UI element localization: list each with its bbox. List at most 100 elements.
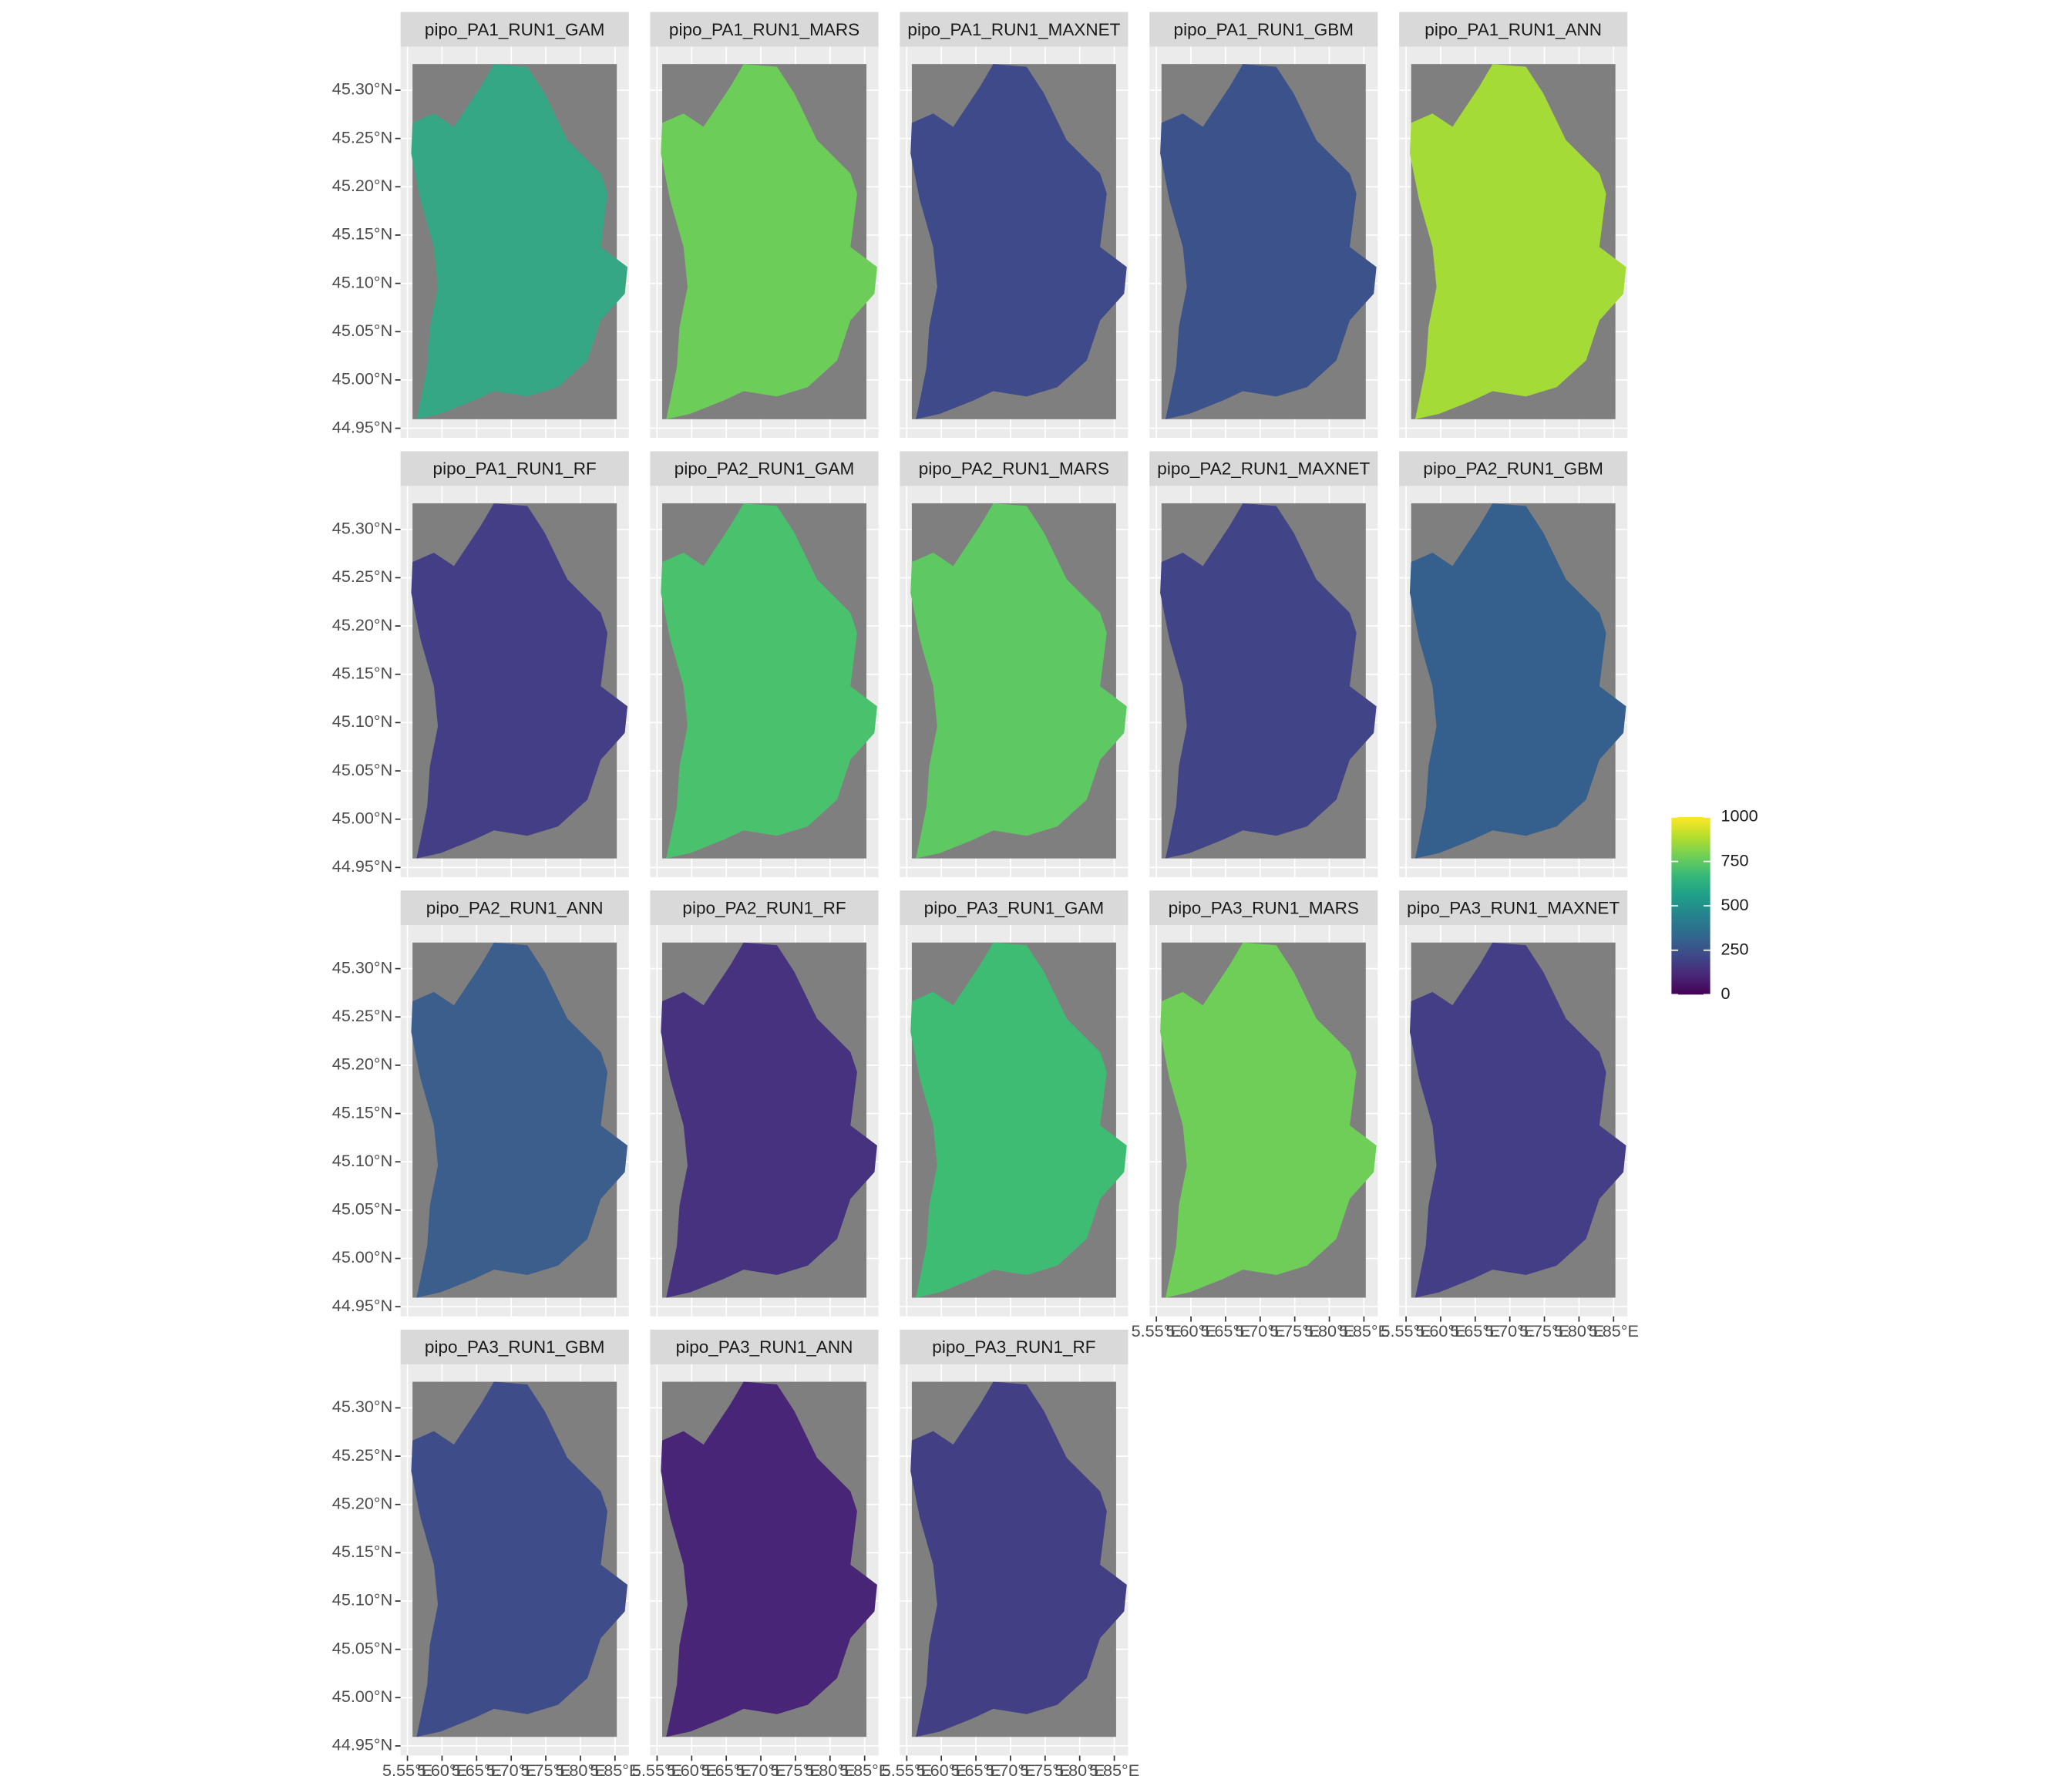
facet-panel: pipo_PA1_RUN1_GBM: [1149, 12, 1378, 439]
facet-panel: pipo_PA3_RUN1_GBM 44.95°N 45.00°N 45.05°N 45…: [332, 1330, 640, 1776]
x-tick-label: 5.80°E: [1054, 1761, 1105, 1776]
strip-background: [900, 1330, 1128, 1365]
strip-background: [400, 12, 629, 47]
y-tick-label: 45.10°N: [332, 1590, 392, 1610]
facet-panel: pipo_PA2_RUN1_GBM: [1399, 451, 1628, 877]
map-raster: [910, 503, 1127, 859]
strip-title: pipo_PA3_RUN1_GAM: [924, 898, 1104, 917]
strip-title: pipo_PA2_RUN1_GAM: [674, 459, 854, 479]
strip-background: [400, 890, 629, 926]
map-raster: [1160, 942, 1377, 1298]
facet-panel: pipo_PA2_RUN1_ANN 44.95°N 45.00°N 45.05°N 45…: [332, 890, 629, 1317]
x-tick-label: 5.55°E: [382, 1761, 432, 1776]
strip-background: [1399, 451, 1628, 486]
x-tick-label: 5.85°E: [1589, 1321, 1639, 1340]
strip-title: pipo_PA3_RUN1_MARS: [1169, 898, 1359, 917]
y-tick-label: 45.10°N: [332, 272, 392, 291]
y-tick-label: 45.20°N: [332, 1493, 392, 1512]
facet-panel: pipo_PA2_RUN1_MARS: [900, 451, 1128, 877]
y-tick-label: 44.95°N: [332, 417, 392, 436]
x-tick-label: 5.80°E: [1304, 1321, 1354, 1340]
x-tick-label: 5.60°E: [1415, 1321, 1465, 1340]
facet-panel: pipo_PA1_RUN1_MARS: [650, 12, 879, 439]
map-raster: [411, 503, 628, 859]
facet-panel: pipo_PA1_RUN1_ANN: [1399, 12, 1628, 439]
facet-panel: pipo_PA1_RUN1_RF 44.95°N 45.00°N 45.05°N 45.…: [332, 451, 629, 877]
map-raster: [661, 503, 877, 859]
map-raster: [661, 64, 877, 419]
strip-title: pipo_PA1_RUN1_GBM: [1174, 20, 1354, 39]
strip-title: pipo_PA3_RUN1_GBM: [425, 1337, 604, 1357]
y-tick-label: 45.10°N: [332, 1151, 392, 1170]
legend-label: 500: [1720, 895, 1748, 914]
y-tick-label: 44.95°N: [332, 1296, 392, 1315]
y-tick-label: 45.25°N: [332, 127, 392, 146]
strip-title: pipo_PA2_RUN1_RF: [682, 898, 846, 917]
strip-title: pipo_PA3_RUN1_RF: [932, 1337, 1095, 1357]
x-tick-label: 5.80°E: [1554, 1321, 1604, 1340]
strip-title: pipo_PA1_RUN1_RF: [433, 459, 597, 479]
y-tick-label: 45.00°N: [332, 808, 392, 827]
x-tick-label: 5.60°E: [1166, 1321, 1216, 1340]
facet-panel: pipo_PA2_RUN1_MAXNET: [1149, 451, 1378, 877]
x-tick-label: 5.65°E: [1450, 1321, 1500, 1340]
strip-background: [650, 12, 879, 47]
map-raster: [1160, 64, 1377, 419]
x-tick-label: 5.85°E: [1339, 1321, 1389, 1340]
x-tick-label: 5.85°E: [1089, 1761, 1139, 1776]
strip-background: [650, 890, 879, 926]
legend-label: 1000: [1720, 806, 1758, 826]
x-tick-label: 5.65°E: [1200, 1321, 1250, 1340]
y-tick-label: 45.25°N: [332, 1006, 392, 1025]
legend-label: 0: [1720, 984, 1730, 1003]
x-tick-label: 5.80°E: [805, 1761, 855, 1776]
y-tick-label: 45.20°N: [332, 176, 392, 195]
x-tick-label: 5.55°E: [632, 1761, 682, 1776]
strip-title: pipo_PA1_RUN1_GAM: [425, 20, 604, 39]
facet-panel: pipo_PA3_RUN1_RF 5.55°E5.60°E5.65°E5.70°E…: [882, 1330, 1139, 1776]
strip-title: pipo_PA1_RUN1_MARS: [669, 20, 859, 39]
y-tick-label: 45.00°N: [332, 1247, 392, 1266]
x-tick-label: 5.75°E: [520, 1761, 570, 1776]
strip-background: [1399, 890, 1628, 926]
x-tick-label: 5.70°E: [486, 1761, 536, 1776]
x-tick-label: 5.85°E: [839, 1761, 890, 1776]
y-tick-label: 45.00°N: [332, 1687, 392, 1706]
y-tick-label: 45.10°N: [332, 711, 392, 731]
x-tick-label: 5.75°E: [1270, 1321, 1320, 1340]
x-tick-label: 5.55°E: [1381, 1321, 1431, 1340]
strip-title: pipo_PA2_RUN1_MAXNET: [1157, 459, 1370, 479]
y-tick-label: 45.05°N: [332, 1638, 392, 1657]
strip-background: [900, 451, 1128, 486]
x-tick-label: 5.75°E: [1020, 1761, 1070, 1776]
map-raster: [1409, 64, 1626, 419]
map-raster: [661, 942, 877, 1298]
strip-title: pipo_PA3_RUN1_MAXNET: [1407, 898, 1620, 917]
strip-background: [400, 1330, 629, 1365]
x-tick-label: 5.65°E: [701, 1761, 752, 1776]
strip-title: pipo_PA3_RUN1_ANN: [676, 1337, 853, 1357]
y-tick-label: 44.95°N: [332, 1735, 392, 1754]
strip-background: [650, 1330, 879, 1365]
map-raster: [661, 1381, 877, 1737]
map-raster: [910, 64, 1127, 419]
y-tick-label: 45.15°N: [332, 663, 392, 682]
map-raster: [910, 1381, 1127, 1737]
y-tick-label: 45.30°N: [332, 79, 392, 99]
x-tick-label: 5.60°E: [917, 1761, 967, 1776]
strip-background: [1149, 451, 1378, 486]
y-tick-label: 45.15°N: [332, 1102, 392, 1122]
x-tick-label: 5.55°E: [1132, 1321, 1182, 1340]
x-tick-label: 5.65°E: [452, 1761, 502, 1776]
legend-label: 250: [1720, 939, 1748, 958]
y-tick-label: 45.05°N: [332, 760, 392, 779]
x-tick-label: 5.80°E: [555, 1761, 605, 1776]
y-tick-label: 45.20°N: [332, 1054, 392, 1074]
y-tick-label: 45.30°N: [332, 519, 392, 538]
strip-title: pipo_PA2_RUN1_MARS: [919, 459, 1109, 479]
legend-label: 750: [1720, 850, 1748, 870]
y-tick-label: 45.00°N: [332, 369, 392, 388]
facet-panel: pipo_PA1_RUN1_MAXNET: [900, 12, 1128, 439]
